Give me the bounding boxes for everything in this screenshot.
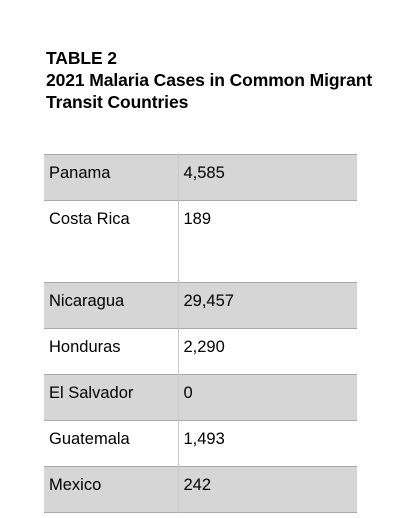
cases-cell: 4,585 [178,154,357,201]
table-row: Costa Rica 189 [44,200,357,283]
country-cell: El Salvador [44,374,179,421]
cases-cell: 189 [183,210,212,228]
cases-cell: 242 [178,466,357,513]
cases-cell: 1,493 [183,430,225,448]
table-heading: TABLE 2 2021 Malaria Cases in Common Mig… [46,47,386,113]
country-cell: Guatemala [44,420,179,467]
country-cell: Honduras [44,328,179,375]
table-row: Guatemala 1,493 [44,420,357,467]
table-title-line-1: 2021 Malaria Cases in Common Migrant [46,70,373,90]
table-row: El Salvador 0 [44,374,357,421]
cases-cell: 2,290 [183,338,225,356]
country-cell: Mexico [44,466,179,513]
cases-cell: 0 [178,374,357,421]
table-row: Panama 4,585 [44,154,357,201]
table-title-line-2: Transit Countries [46,92,189,112]
table-row: Mexico 242 [44,466,357,513]
table-row: Honduras 2,290 [44,328,357,375]
malaria-cases-table: Panama 4,585 Costa Rica 189 Nicaragua 29… [44,154,357,513]
country-cell: Panama [44,154,179,201]
cases-cell: 29,457 [178,282,357,329]
table-row: Nicaragua 29,457 [44,282,357,329]
country-cell: Nicaragua [44,282,179,329]
table-label: TABLE 2 [46,48,117,68]
country-cell: Costa Rica [44,200,179,283]
